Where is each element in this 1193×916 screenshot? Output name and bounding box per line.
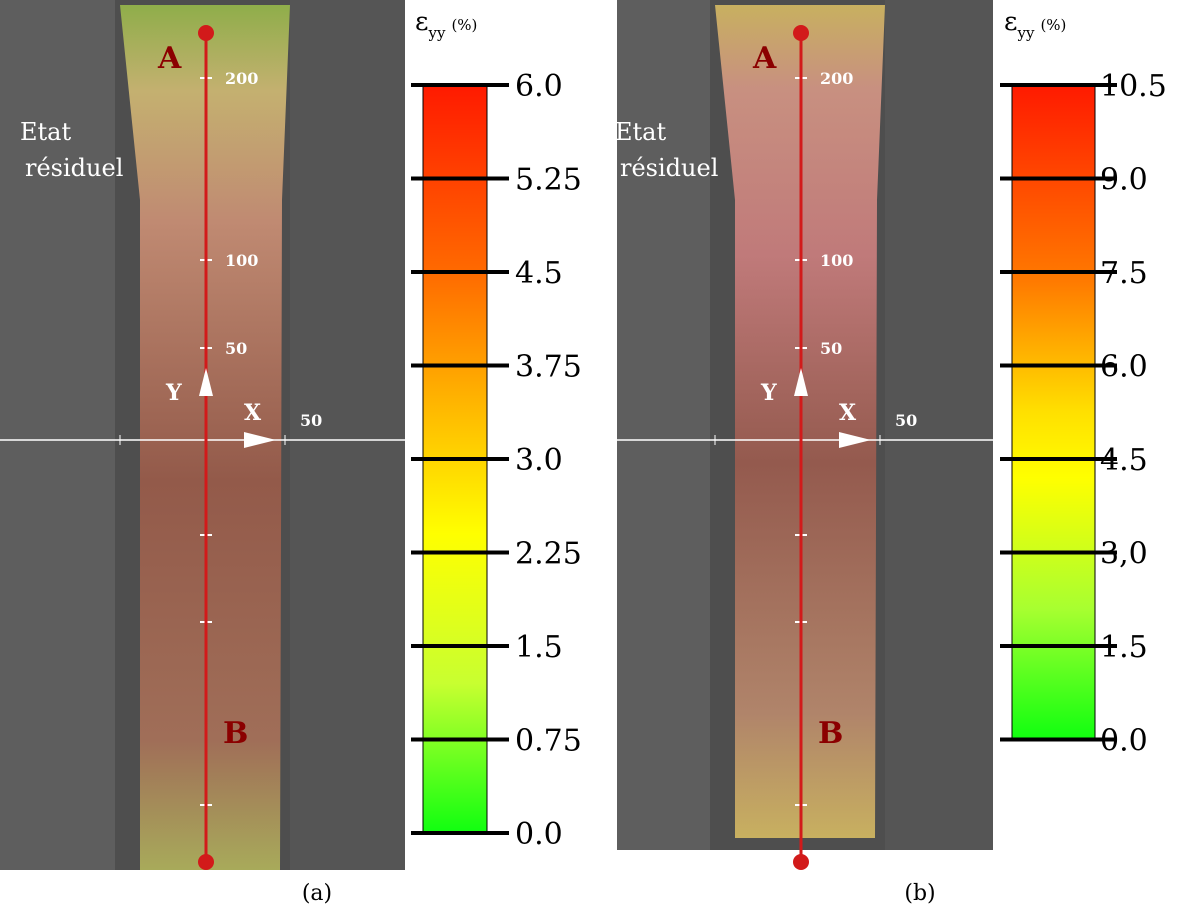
colorbar-tick-label: 1.5 xyxy=(515,630,563,665)
colorbar-tick-label: 5.25 xyxy=(515,163,582,198)
annotation: Etat xyxy=(615,118,666,146)
y-arrow xyxy=(794,368,808,396)
y-tick-label: 200 xyxy=(820,69,853,88)
background-right xyxy=(885,0,993,850)
y-tick-label: 100 xyxy=(820,251,853,270)
colorbar-symbol: ε xyxy=(1004,7,1017,37)
x-arrow xyxy=(244,432,276,448)
colorbar-tick-label: 0.75 xyxy=(515,724,582,759)
y-label: Y xyxy=(165,380,182,406)
colorbar-tick-label: 4.5 xyxy=(1100,443,1148,478)
x-tick-label: 50 xyxy=(300,411,322,430)
point-label: A xyxy=(157,41,182,76)
colorbar-tick-label: 0.0 xyxy=(1100,724,1148,759)
annotation: résiduel xyxy=(620,154,718,182)
y-tick-label: 50 xyxy=(225,339,247,358)
colorbar-subscript: yy xyxy=(1016,24,1034,42)
x-label: X xyxy=(244,400,262,426)
x-tick-label: 50 xyxy=(895,411,917,430)
colorbar-tick-label: 6.0 xyxy=(515,69,563,104)
colorbar-tick-label: 6.0 xyxy=(1100,350,1148,385)
point-b xyxy=(793,854,809,870)
y-label: Y xyxy=(760,380,777,406)
background-right xyxy=(290,0,405,870)
point-label: B xyxy=(818,716,843,751)
colorbar-unit: (%) xyxy=(451,16,477,34)
colorbar-tick-label: 3.75 xyxy=(515,350,582,385)
caption: (b) xyxy=(904,881,935,906)
point-label: B xyxy=(223,716,248,751)
point-label: A xyxy=(752,41,777,76)
colorbar-title: εyy (%) xyxy=(1004,7,1066,42)
x-label: X xyxy=(839,400,857,426)
colorbar-tick-label: 2.25 xyxy=(515,537,582,572)
colorbar-subscript: yy xyxy=(427,24,445,42)
colorbar-symbol: ε xyxy=(415,7,428,37)
colorbar-tick-label: 3,0 xyxy=(1100,537,1148,572)
x-arrow xyxy=(839,432,871,448)
colorbar-tick-label: 9.0 xyxy=(1100,163,1148,198)
annotation: résiduel xyxy=(25,154,123,182)
colorbar-unit: (%) xyxy=(1040,16,1066,34)
point-a xyxy=(198,25,214,41)
y-arrow xyxy=(199,368,213,396)
background-left xyxy=(617,0,710,850)
colorbar-tick-label: 10.5 xyxy=(1100,69,1167,104)
y-tick-label: 100 xyxy=(225,251,258,270)
colorbar xyxy=(1011,84,1096,740)
y-tick-label: 200 xyxy=(225,69,258,88)
colorbar-title: εyy (%) xyxy=(415,7,477,42)
annotation: Etat xyxy=(20,118,71,146)
colorbar-tick-label: 3.0 xyxy=(515,443,563,478)
y-tick-label: 50 xyxy=(820,339,842,358)
colorbar-tick-label: 0.0 xyxy=(515,817,563,852)
colorbar-tick-label: 4.5 xyxy=(515,256,563,291)
background-left xyxy=(0,0,115,870)
point-a xyxy=(793,25,809,41)
colorbar-tick-label: 7.5 xyxy=(1100,256,1148,291)
colorbar-tick-label: 1.5 xyxy=(1100,630,1148,665)
caption: (a) xyxy=(302,881,332,906)
point-b xyxy=(198,854,214,870)
